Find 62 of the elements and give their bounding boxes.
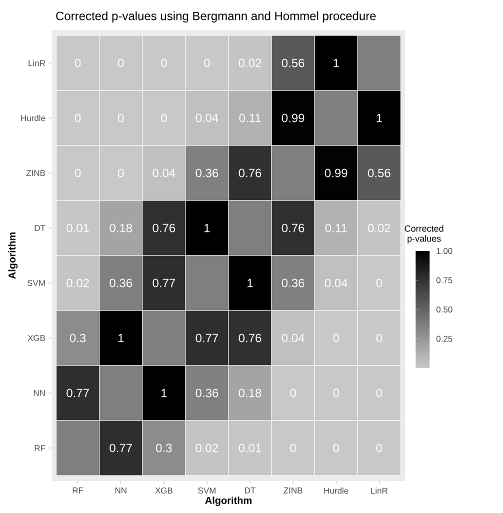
data-label: 0.18	[110, 224, 132, 232]
color-bar-label: 0.50	[436, 306, 452, 312]
data-label: 0.77	[196, 334, 218, 342]
data-label: 1	[118, 334, 124, 342]
data-label: 0.76	[238, 168, 262, 178]
x-tick-label: SVM	[198, 488, 216, 494]
data-label: 0.04	[282, 334, 304, 342]
data-label: 0.02	[238, 58, 262, 68]
data-label: 0.02	[66, 278, 89, 288]
y-tick-label: NN	[34, 390, 45, 396]
data-label: 0.02	[196, 444, 218, 452]
data-label: 0.99	[282, 114, 304, 122]
data-label: 0.56	[282, 58, 304, 68]
data-label: 0.77	[110, 444, 132, 452]
data-label: 1	[334, 58, 339, 68]
x-tick-label: XGB	[155, 488, 172, 494]
color-bar-title: Corrected p-values	[404, 225, 444, 244]
data-label: 0.77	[152, 278, 176, 288]
y-tick-label: SVM	[27, 280, 45, 286]
data-label: 1	[248, 278, 253, 288]
data-label: 0.04	[152, 168, 176, 178]
data-label: 0.36	[282, 278, 304, 288]
data-label: 0.56	[368, 168, 390, 178]
y-tick-label: XGB	[28, 334, 46, 341]
x-tick-label: ZINB	[284, 488, 302, 494]
y-tick-label: Hurdle	[21, 114, 46, 122]
data-label: 0.36	[110, 278, 132, 288]
data-label: 0.76	[238, 334, 262, 342]
data-label: 1	[204, 224, 210, 232]
data-label: 0.36	[196, 168, 218, 178]
x-tick-label: RF	[72, 488, 84, 494]
data-label: 0.04	[196, 114, 218, 122]
data-label: 0.01	[66, 224, 89, 232]
data-label: 0.3	[156, 444, 172, 452]
y-axis-title: Algorithm	[8, 232, 18, 279]
data-label: 0.99	[324, 168, 348, 178]
chart-title: Corrected p-values using Bergmann and Hommel procedure	[56, 11, 376, 23]
x-tick-label: Hurdle	[324, 488, 348, 494]
x-tick-label: LinR	[371, 488, 388, 494]
data-label: 0.77	[66, 388, 89, 398]
data-label: 1	[376, 114, 382, 122]
data-label: 0.36	[196, 388, 218, 398]
data-label: 0.11	[325, 224, 347, 232]
color-bar-label: 1.00	[436, 248, 452, 254]
data-label: 1	[162, 388, 167, 398]
data-label: 0.02	[368, 224, 390, 232]
data-label: 0.76	[282, 224, 304, 232]
color-bar-label: 0.25	[436, 336, 452, 342]
x-axis-title: Algorithm	[205, 496, 252, 506]
y-tick-label: RF	[34, 445, 46, 451]
data-label: 0.3	[70, 334, 86, 342]
data-label: 0.76	[152, 224, 176, 232]
y-tick-label: ZINB	[26, 170, 46, 176]
y-tick-label: DT	[34, 225, 46, 231]
x-tick-label: NN	[115, 488, 126, 494]
color-bar-label: 0.75	[436, 277, 452, 284]
x-tick-label: DT	[245, 488, 256, 494]
data-label: 0.18	[238, 388, 262, 398]
data-label: 0.11	[239, 114, 261, 122]
data-label: 0.04	[324, 278, 348, 288]
y-tick-label: LinR	[28, 60, 46, 66]
data-label: 0.01	[238, 444, 262, 452]
